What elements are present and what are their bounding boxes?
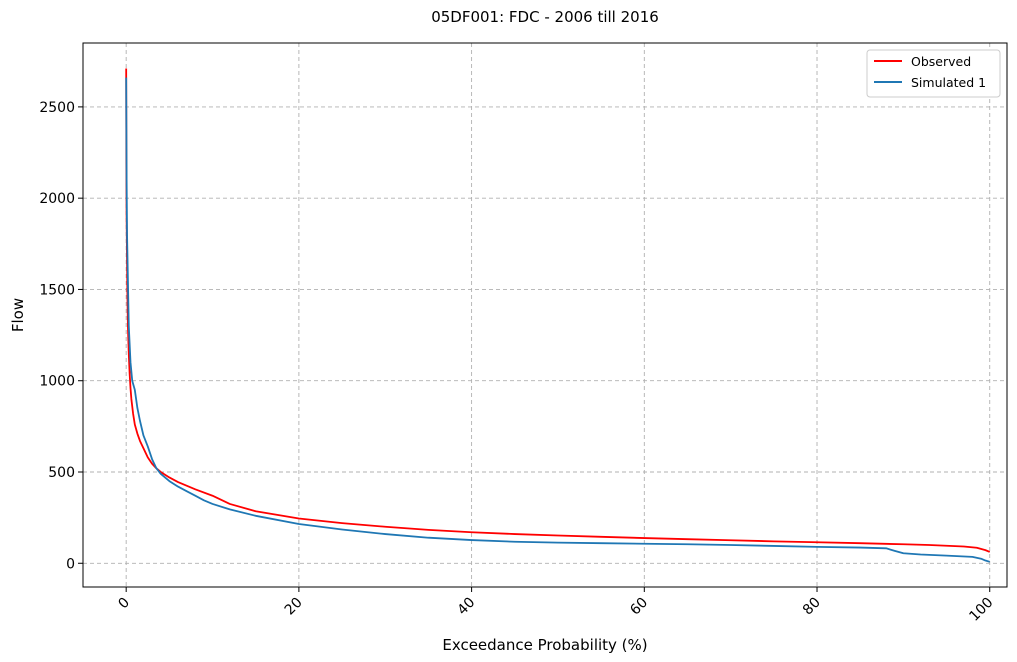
y-tick-label-0: 0 [66, 556, 75, 572]
legend-label-observed: Observed [911, 54, 971, 69]
x-tick-label-40: 40 [455, 595, 479, 619]
y-tick-label-500: 500 [48, 465, 75, 481]
x-tick-label-20: 20 [282, 595, 306, 619]
y-tick-label-1000: 1000 [39, 374, 75, 390]
y-tick-label-1500: 1500 [39, 282, 75, 298]
x-axis-label: Exceedance Probability (%) [442, 636, 647, 654]
series-line-observed [125, 68, 991, 553]
grid [83, 43, 1007, 587]
x-tick-label-80: 80 [800, 595, 824, 619]
legend-label-simulated-1: Simulated 1 [911, 75, 986, 90]
legend: Observed Simulated 1 [866, 49, 1001, 98]
series-group [125, 68, 991, 563]
chart-title: 05DF001: FDC - 2006 till 2016 [431, 8, 659, 26]
plot-frame [82, 42, 1008, 588]
y-axis-label: Flow [9, 298, 27, 332]
series-line-simulated-1 [125, 77, 990, 563]
x-tick-label-0: 0 [115, 595, 133, 613]
y-tick-label-2500: 2500 [39, 100, 75, 116]
x-axis: 0 20 40 60 80 100 [115, 587, 997, 625]
x-tick-label-60: 60 [627, 595, 651, 619]
y-tick-label-2000: 2000 [39, 191, 75, 207]
y-axis: 0 500 1000 1500 2000 2500 [39, 100, 83, 572]
x-tick-label-100: 100 [966, 595, 996, 625]
